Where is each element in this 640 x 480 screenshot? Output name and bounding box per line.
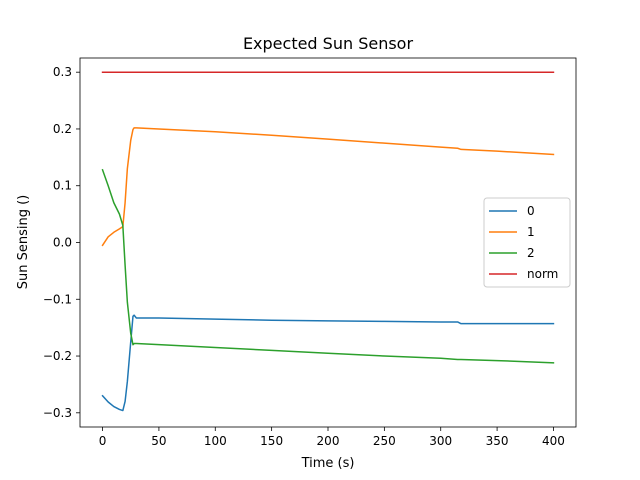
y-axis: −0.3 −0.2 −0.1 0.0 0.1 0.2 0.3 [43, 65, 80, 420]
chart-title: Expected Sun Sensor [243, 34, 414, 53]
y-tick-label: 0.2 [53, 122, 72, 136]
x-tick-label: 300 [429, 434, 452, 448]
series-layer [101, 71, 555, 412]
y-tick-label: 0.1 [53, 179, 72, 193]
x-tick-label: 0 [99, 434, 107, 448]
series-line-0 [101, 314, 555, 412]
x-axis-label: Time (s) [301, 456, 355, 471]
y-tick-label: −0.2 [43, 349, 72, 363]
legend-label: 0 [527, 204, 535, 218]
legend-box [483, 197, 571, 288]
x-tick-label: 250 [373, 434, 396, 448]
x-axis: 0 50 100 150 200 250 300 350 400 [99, 427, 565, 448]
y-tick-label: −0.3 [43, 406, 72, 420]
legend: 0 1 2 norm [483, 197, 571, 288]
x-tick-label: 50 [151, 434, 166, 448]
y-tick-label: 0.3 [53, 65, 72, 79]
x-tick-label: 400 [542, 434, 565, 448]
legend-label: 1 [527, 225, 535, 239]
x-tick-label: 100 [204, 434, 227, 448]
legend-label: 2 [527, 246, 535, 260]
y-tick-label: 0.0 [53, 236, 72, 250]
legend-label: norm [527, 267, 558, 281]
series-line-1 [101, 127, 555, 247]
y-tick-label: −0.1 [43, 292, 72, 306]
series-line-2 [101, 168, 555, 364]
x-tick-label: 200 [317, 434, 340, 448]
y-axis-label: Sun Sensing () [16, 195, 31, 290]
x-tick-label: 150 [260, 434, 283, 448]
x-tick-label: 350 [486, 434, 509, 448]
